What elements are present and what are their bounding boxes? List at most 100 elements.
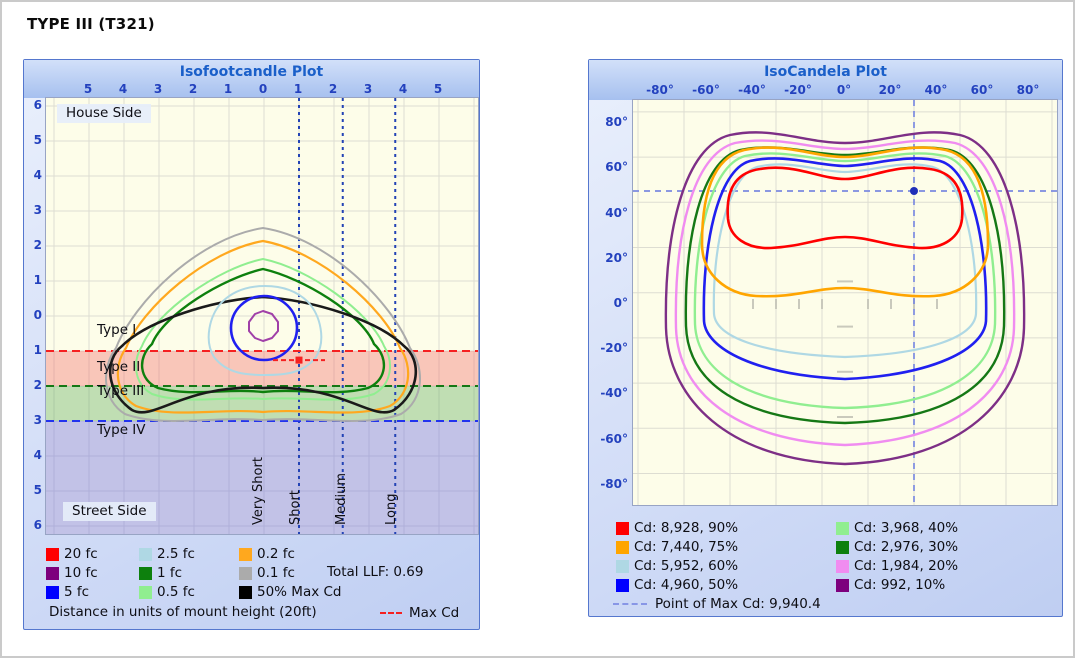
legend-swatch	[46, 547, 59, 561]
y-tick-label: 80°	[605, 115, 628, 130]
max-cd-legend: Max Cd	[380, 605, 459, 621]
x-tick-label: 1	[223, 82, 233, 96]
point-of-max-cd: Point of Max Cd: 9,940.4	[613, 596, 821, 612]
legend-item: Cd: 4,960, 50%	[616, 577, 738, 593]
isocandela-title: IsoCandela Plot	[764, 64, 887, 80]
legend-item: 2.5 fc	[139, 546, 195, 562]
legend-item: Cd: 992, 10%	[836, 577, 945, 593]
legend-swatch	[139, 547, 152, 561]
x-tick-label: 4	[398, 82, 408, 96]
isocandela-header: IsoCandela Plot	[589, 60, 1062, 100]
y-tick-label: -40°	[600, 386, 628, 401]
x-tick-label: 60°	[970, 83, 994, 97]
y-tick-label: 3	[33, 413, 42, 427]
throw-label: Long	[384, 493, 400, 525]
contour-cd-992-10-	[664, 131, 1026, 466]
y-tick-label: 2	[33, 378, 42, 392]
contour-0-5-fc	[135, 258, 391, 401]
legend-swatch	[239, 547, 252, 561]
contour-cd-5-952-60-	[712, 163, 978, 359]
y-tick-label: 2	[33, 238, 42, 252]
legend-label: 10 fc	[64, 565, 98, 581]
legend-label: 2.5 fc	[157, 546, 195, 562]
house-side-label: House Side	[57, 104, 151, 123]
legend-item: Cd: 3,968, 40%	[836, 520, 958, 536]
point-of-max-cd-dash-sample	[613, 603, 647, 605]
page-title: TYPE III (T321)	[27, 15, 155, 33]
legend-swatch	[836, 559, 849, 573]
legend-item: 50% Max Cd	[239, 584, 342, 600]
legend-item: 0.2 fc	[239, 546, 295, 562]
y-tick-label: 4	[33, 168, 42, 182]
legend-label: 0.1 fc	[257, 565, 295, 581]
y-tick-label: 3	[33, 203, 42, 217]
legend-footnote: Distance in units of mount height (20ft)	[49, 604, 317, 620]
throw-label: Medium	[333, 473, 349, 525]
legend-swatch	[836, 540, 849, 554]
x-tick-label: 0	[258, 82, 268, 96]
legend-item: 10 fc	[46, 565, 98, 581]
legend-label: Cd: 8,928, 90%	[634, 520, 739, 536]
legend-label: 1 fc	[157, 565, 183, 581]
legend-label: Cd: 1,984, 20%	[854, 558, 959, 574]
throw-label: Short	[288, 490, 303, 525]
legend-swatch	[616, 559, 629, 573]
isocandela-plot	[632, 99, 1058, 506]
legend-label: 0.2 fc	[257, 546, 295, 562]
contour-cd-7-440-75-	[700, 146, 990, 298]
legend-swatch	[239, 585, 252, 599]
y-tick-label: -80°	[600, 476, 628, 491]
x-tick-label: 2	[328, 82, 338, 96]
legend-label: Cd: 2,976, 30%	[854, 539, 959, 555]
contour-2-5-fc	[207, 285, 323, 376]
legend-label: Cd: 4,960, 50%	[634, 577, 739, 593]
contour-5-fc	[229, 294, 299, 362]
x-tick-label: 5	[433, 82, 443, 96]
isofootcandle-panel: Isofootcandle Plot House Side Street Sid…	[23, 59, 480, 630]
legend-swatch	[46, 585, 59, 599]
y-tick-label: 6	[33, 98, 42, 112]
legend-label: Cd: 3,968, 40%	[854, 520, 959, 536]
legend-label: 5 fc	[64, 584, 90, 600]
x-tick-label: 0°	[836, 83, 852, 97]
legend-label: Cd: 992, 10%	[854, 577, 946, 593]
contour-1-fc	[141, 267, 385, 394]
legend-label: Cd: 5,952, 60%	[634, 558, 739, 574]
isofootcandle-header: Isofootcandle Plot	[24, 60, 479, 98]
x-tick-label: -80°	[646, 83, 674, 97]
x-tick-label: 4	[118, 82, 128, 96]
contour-cd-8-928-90-	[726, 166, 964, 250]
x-tick-label: 3	[153, 82, 163, 96]
legend-swatch	[616, 540, 629, 554]
x-tick-label: -60°	[692, 83, 720, 97]
max-cd-dash-sample	[380, 612, 402, 614]
legend-swatch	[139, 585, 152, 599]
legend-item: 5 fc	[46, 584, 89, 600]
x-tick-label: 5	[83, 82, 93, 96]
y-tick-label: 20°	[605, 250, 628, 265]
legend-item: 0.5 fc	[139, 584, 195, 600]
street-side-label: Street Side	[63, 502, 156, 521]
x-tick-label: -40°	[738, 83, 766, 97]
legend-item: 20 fc	[46, 546, 98, 562]
legend-swatch	[46, 566, 59, 580]
zone-label: Type I	[97, 321, 137, 338]
max-cd-point-marker	[910, 187, 918, 195]
y-tick-label: 0	[33, 308, 42, 322]
isocandela-panel: IsoCandela Plot Point of Max Cd: 9,940.4…	[588, 59, 1063, 617]
legend-item: 1 fc	[139, 565, 182, 581]
legend-item: Cd: 2,976, 30%	[836, 539, 958, 555]
legend-label: 0.5 fc	[157, 584, 195, 600]
legend-swatch	[139, 566, 152, 580]
total-llf: Total LLF: 0.69	[327, 564, 424, 580]
y-tick-label: -60°	[600, 431, 628, 446]
y-tick-label: 0°	[613, 296, 628, 310]
throw-label: Very Short	[251, 457, 267, 525]
x-tick-label: 80°	[1016, 83, 1040, 97]
isofootcandle-plot	[45, 97, 479, 535]
y-tick-label: 60°	[605, 160, 628, 175]
y-tick-label: 5	[33, 133, 42, 147]
isofootcandle-title: Isofootcandle Plot	[179, 64, 324, 80]
contour-10-fc	[248, 310, 279, 342]
legend-item: Cd: 1,984, 20%	[836, 558, 958, 574]
